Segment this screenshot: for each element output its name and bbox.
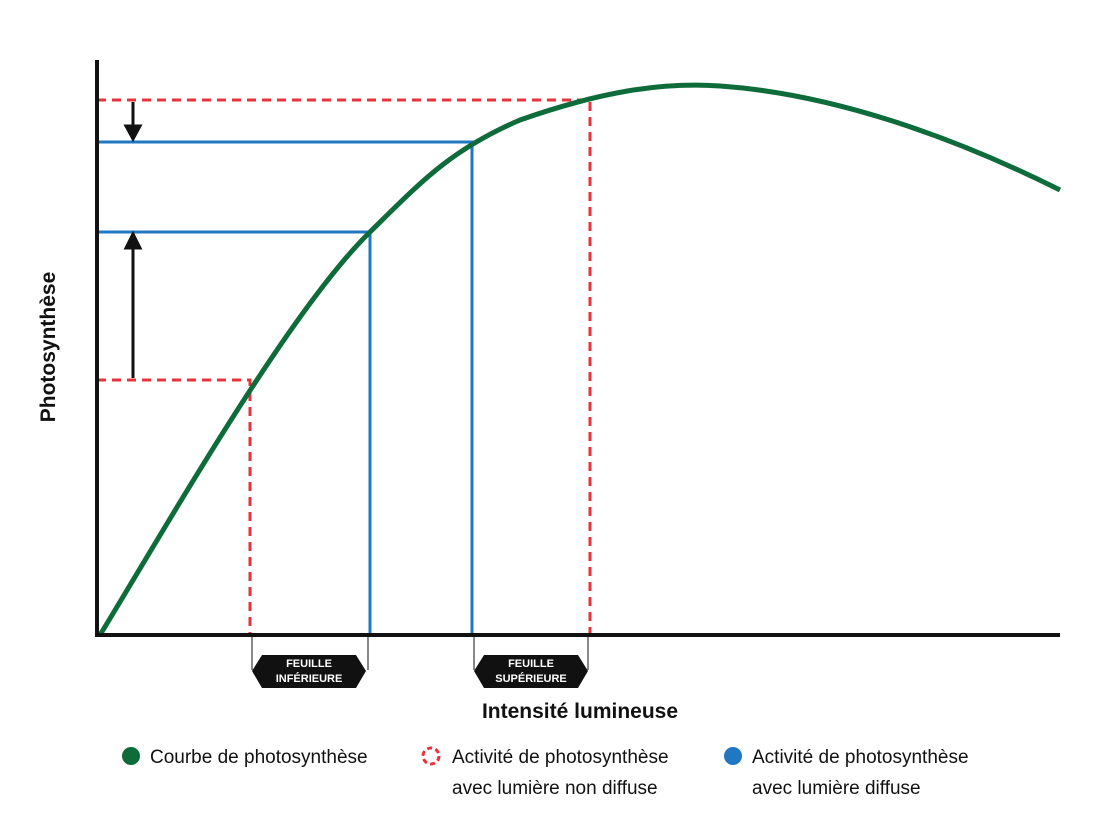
undiffused-lower [97,378,252,635]
undiffused-upper [97,98,592,635]
y-axis-label: Photosynthèse [37,272,60,423]
leaf-label: FEUILLE [286,658,332,670]
leaf-badge [474,655,588,688]
leaf-badge [252,655,366,688]
legend-label: avec lumière diffuse [752,778,921,799]
photosynthesis-curve [97,82,1062,637]
leaf-label: FEUILLE [508,658,554,670]
legend-label: Courbe de photosynthèse [150,747,368,768]
arrowhead [123,124,143,143]
legend-swatch [421,746,441,766]
legend-label: avec lumière non diffuse [452,778,658,799]
leaf-label: INFÉRIEURE [276,672,343,685]
legend-swatch [724,747,742,765]
legend-label: Activité de photosynthèse [752,747,969,768]
arrowhead [123,230,143,250]
legend-label: Activité de photosynthèse [452,747,669,768]
legend-swatch [122,747,140,765]
diffused-upper [97,140,474,635]
leaf-label: SUPÉRIEURE [495,672,567,685]
x-axis-label: Intensité lumineuse [482,700,678,723]
